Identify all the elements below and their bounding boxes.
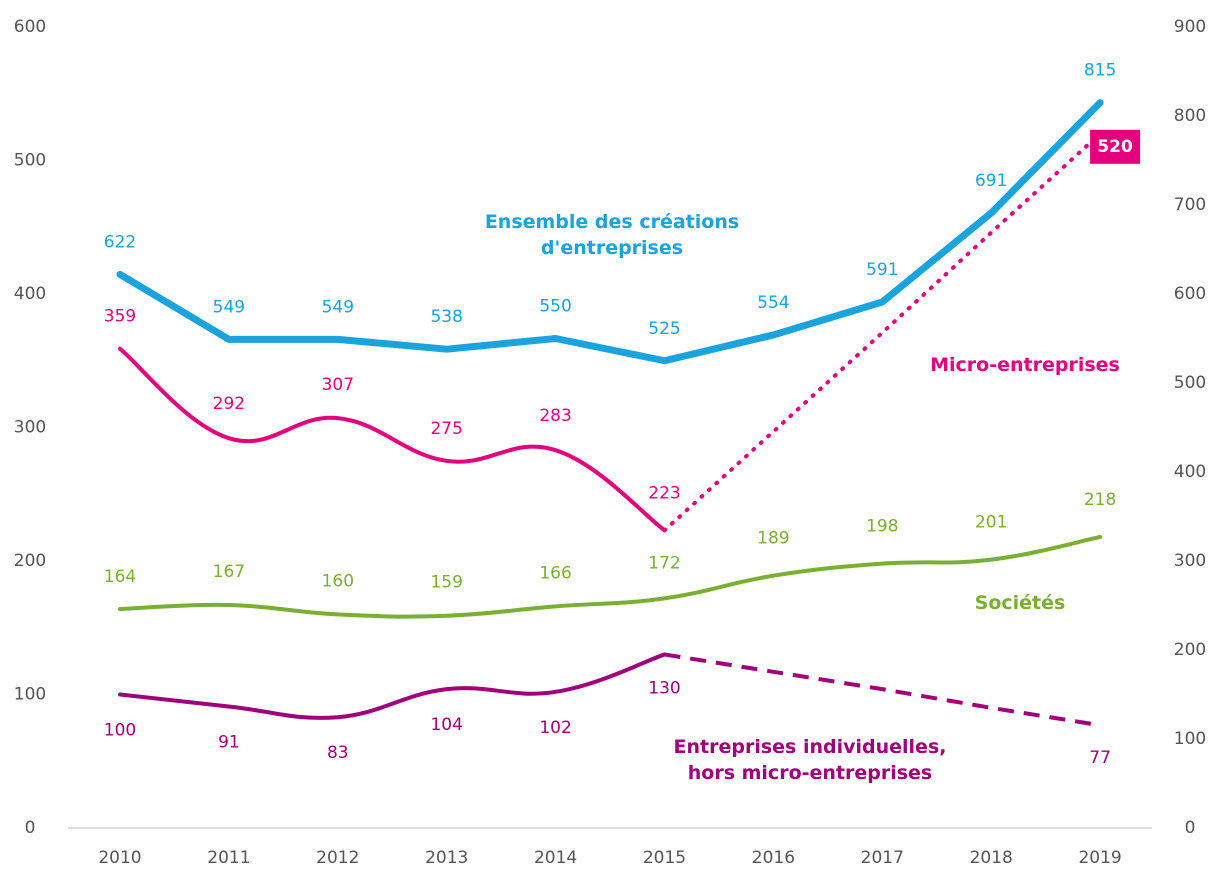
value-label: 218 bbox=[1084, 490, 1116, 510]
series-name: Ensemble des créations d'entreprises bbox=[485, 211, 739, 259]
x-tick-label: 2010 bbox=[98, 848, 141, 868]
value-label: 622 bbox=[104, 232, 136, 252]
value-label: 520 bbox=[1097, 137, 1133, 157]
value-label: 538 bbox=[430, 307, 462, 327]
y2-tick-label: 0 bbox=[1185, 818, 1196, 838]
value-label: 83 bbox=[327, 743, 349, 763]
value-label: 166 bbox=[539, 563, 571, 583]
x-tick-label: 2013 bbox=[425, 848, 468, 868]
value-label: 525 bbox=[648, 319, 680, 339]
series-name: Micro-entreprises bbox=[930, 354, 1120, 376]
series-name-line: d'entreprises bbox=[541, 237, 683, 259]
value-label: 189 bbox=[757, 529, 789, 549]
y-tick-label: 200 bbox=[14, 551, 46, 571]
projection-line bbox=[664, 652, 1101, 728]
y-tick-label: 600 bbox=[14, 17, 46, 37]
y2-tick-label: 700 bbox=[1174, 195, 1206, 215]
value-label: 591 bbox=[866, 260, 898, 280]
x-tick-label: 2019 bbox=[1078, 848, 1121, 868]
y-tick-label: 400 bbox=[14, 284, 46, 304]
x-tick-label: 2016 bbox=[752, 848, 795, 868]
value-label: 223 bbox=[648, 483, 680, 503]
y-tick-label: 0 bbox=[25, 818, 36, 838]
y2-tick-label: 900 bbox=[1174, 17, 1206, 37]
value-label: 292 bbox=[213, 394, 245, 414]
value-label: 91 bbox=[218, 733, 240, 753]
value-label: 550 bbox=[539, 297, 571, 317]
value-label: 130 bbox=[648, 678, 680, 698]
value-label: 549 bbox=[322, 297, 354, 317]
value-label: 359 bbox=[104, 307, 136, 327]
line bbox=[118, 652, 667, 720]
y2-tick-label: 200 bbox=[1174, 640, 1206, 660]
value-label: 160 bbox=[322, 571, 354, 591]
value-label: 201 bbox=[975, 513, 1007, 533]
series-name-line: Ensemble des créations bbox=[485, 211, 739, 233]
x-tick-label: 2014 bbox=[534, 848, 577, 868]
series-name: Sociétés bbox=[975, 592, 1066, 614]
y2-tick-label: 100 bbox=[1174, 729, 1206, 749]
value-label: 164 bbox=[104, 567, 136, 587]
line bbox=[118, 534, 1103, 619]
value-label: 159 bbox=[430, 573, 462, 593]
value-label: 102 bbox=[539, 718, 571, 738]
y-tick-label: 300 bbox=[14, 418, 46, 438]
projection-line bbox=[662, 131, 1103, 533]
value-label: 283 bbox=[539, 406, 571, 426]
y2-tick-label: 500 bbox=[1174, 373, 1206, 393]
value-label: 307 bbox=[322, 375, 354, 395]
value-label: 77 bbox=[1089, 748, 1111, 768]
value-label-box bbox=[1090, 129, 1141, 164]
series-name-line: Entreprises individuelles, bbox=[674, 736, 947, 758]
value-label: 815 bbox=[1084, 61, 1116, 81]
x-tick-label: 2011 bbox=[207, 848, 250, 868]
y2-tick-label: 400 bbox=[1174, 462, 1206, 482]
line bbox=[118, 346, 667, 533]
value-label: 100 bbox=[104, 721, 136, 741]
value-label: 198 bbox=[866, 517, 898, 537]
y-tick-label: 100 bbox=[14, 685, 46, 705]
series-name: Entreprises individuelles, hors micro-ent… bbox=[674, 736, 947, 784]
x-tick-label: 2012 bbox=[316, 848, 359, 868]
value-label: 554 bbox=[757, 293, 789, 313]
value-label: 691 bbox=[975, 171, 1007, 191]
series-name-line: Micro-entreprises bbox=[930, 354, 1120, 376]
series-name-line: hors micro-entreprises bbox=[688, 762, 933, 784]
line bbox=[116, 99, 1104, 365]
y2-tick-label: 600 bbox=[1174, 284, 1206, 304]
series-name-line: Sociétés bbox=[975, 592, 1066, 614]
x-tick-label: 2018 bbox=[970, 848, 1013, 868]
value-label: 172 bbox=[648, 553, 680, 573]
x-tick-label: 2015 bbox=[643, 848, 686, 868]
value-label: 275 bbox=[430, 419, 462, 439]
value-label: 167 bbox=[213, 562, 245, 582]
value-label: 549 bbox=[213, 297, 245, 317]
y2-tick-label: 300 bbox=[1174, 551, 1206, 571]
y2-tick-label: 800 bbox=[1174, 106, 1206, 126]
y-tick-label: 500 bbox=[14, 151, 46, 171]
x-tick-label: 2017 bbox=[861, 848, 904, 868]
value-label: 104 bbox=[430, 715, 462, 735]
